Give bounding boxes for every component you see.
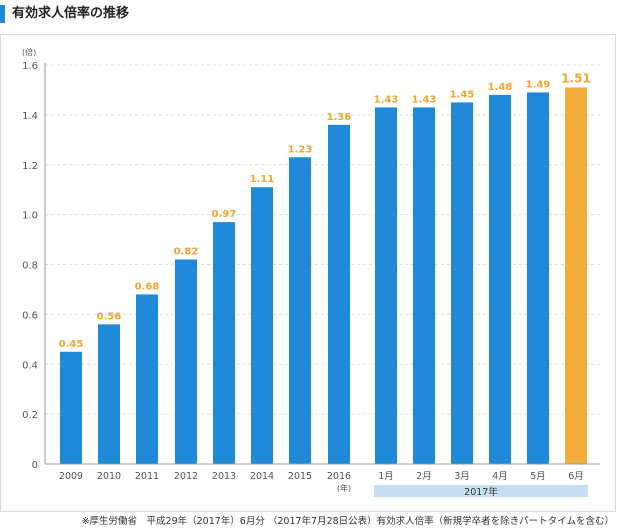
x-tick-label: 2013 xyxy=(212,471,236,482)
bar xyxy=(451,102,473,464)
bar xyxy=(289,157,311,465)
source-note: ※厚生労働省 平成29年（2017年）6月分 （2017年7月28日公表）有効求… xyxy=(81,516,614,527)
bar xyxy=(98,324,120,464)
group-band xyxy=(374,485,588,497)
title-bar: 有効求人倍率の推移 xyxy=(0,2,618,26)
grid-lines xyxy=(45,64,600,415)
x-tick-label: 2009 xyxy=(59,471,83,482)
x-tick-label: 1月 xyxy=(378,471,394,482)
value-label: 0.56 xyxy=(97,311,122,322)
bar xyxy=(413,107,435,465)
y-tick-label: 0.8 xyxy=(22,261,38,272)
x-tick-label: 2011 xyxy=(135,471,159,482)
x-tick-label: 4月 xyxy=(492,471,508,482)
y-tick-label: 1.2 xyxy=(22,161,38,172)
bar xyxy=(375,107,397,465)
bar xyxy=(328,124,350,464)
axis-layer: 0 0.2 0.4 0.6 0.8 1.0 1.2 1.4 1.6 2009 2010 2011 201… xyxy=(22,61,600,482)
bar-highlight xyxy=(565,87,587,464)
bar xyxy=(527,92,549,465)
labels-layer: 0.45 0.56 0.68 0.82 0.97 1.11 1.23 1.36 1.43 1.43… xyxy=(59,71,591,349)
y-tick-label: 0.4 xyxy=(22,360,38,371)
x-unit-label: (年) xyxy=(337,483,351,493)
value-label: 1.48 xyxy=(488,82,513,93)
x-tick-label: 3月 xyxy=(454,471,470,482)
bar xyxy=(213,222,235,464)
value-label: 0.82 xyxy=(174,247,199,258)
value-label: 1.49 xyxy=(526,79,551,90)
bar xyxy=(136,294,158,464)
y-tick-label: 0 xyxy=(32,460,38,471)
value-label: 1.11 xyxy=(250,174,275,185)
group-band-layer: 2017年 xyxy=(374,485,588,498)
value-label: 1.36 xyxy=(327,112,352,123)
y-tick-label: 1.4 xyxy=(22,111,38,122)
x-tick-label: 2015 xyxy=(288,471,312,482)
value-label: 0.97 xyxy=(212,209,237,220)
value-label: 0.45 xyxy=(59,339,84,350)
y-tick-label: 1.6 xyxy=(22,61,38,72)
page-title: 有効求人倍率の推移 xyxy=(12,6,130,21)
bar xyxy=(251,187,273,464)
x-tick-label: 2012 xyxy=(174,471,198,482)
value-label: 1.43 xyxy=(374,94,399,105)
value-label: 1.23 xyxy=(288,144,313,155)
bar xyxy=(175,259,197,464)
title-accent-bar xyxy=(0,5,5,23)
x-tick-label: 5月 xyxy=(530,471,546,482)
value-label: 0.68 xyxy=(135,281,160,292)
x-tick-label: 2014 xyxy=(250,471,274,482)
y-tick-label: 0.2 xyxy=(22,410,38,421)
bar xyxy=(489,94,511,465)
x-tick-label: 2月 xyxy=(416,471,432,482)
y-tick-label: 1.0 xyxy=(22,211,38,222)
y-unit-label: (倍) xyxy=(22,47,36,57)
bar xyxy=(60,351,82,464)
value-label: 1.51 xyxy=(561,71,591,85)
x-tick-label: 2010 xyxy=(97,471,121,482)
x-tick-label: 2016 xyxy=(327,471,351,482)
y-tick-label: 0.6 xyxy=(22,310,38,321)
value-label: 1.45 xyxy=(450,89,475,100)
x-tick-label: 6月 xyxy=(568,471,584,482)
bars-layer xyxy=(60,87,587,465)
group-label: 2017年 xyxy=(464,486,498,498)
value-label: 1.43 xyxy=(412,94,437,105)
